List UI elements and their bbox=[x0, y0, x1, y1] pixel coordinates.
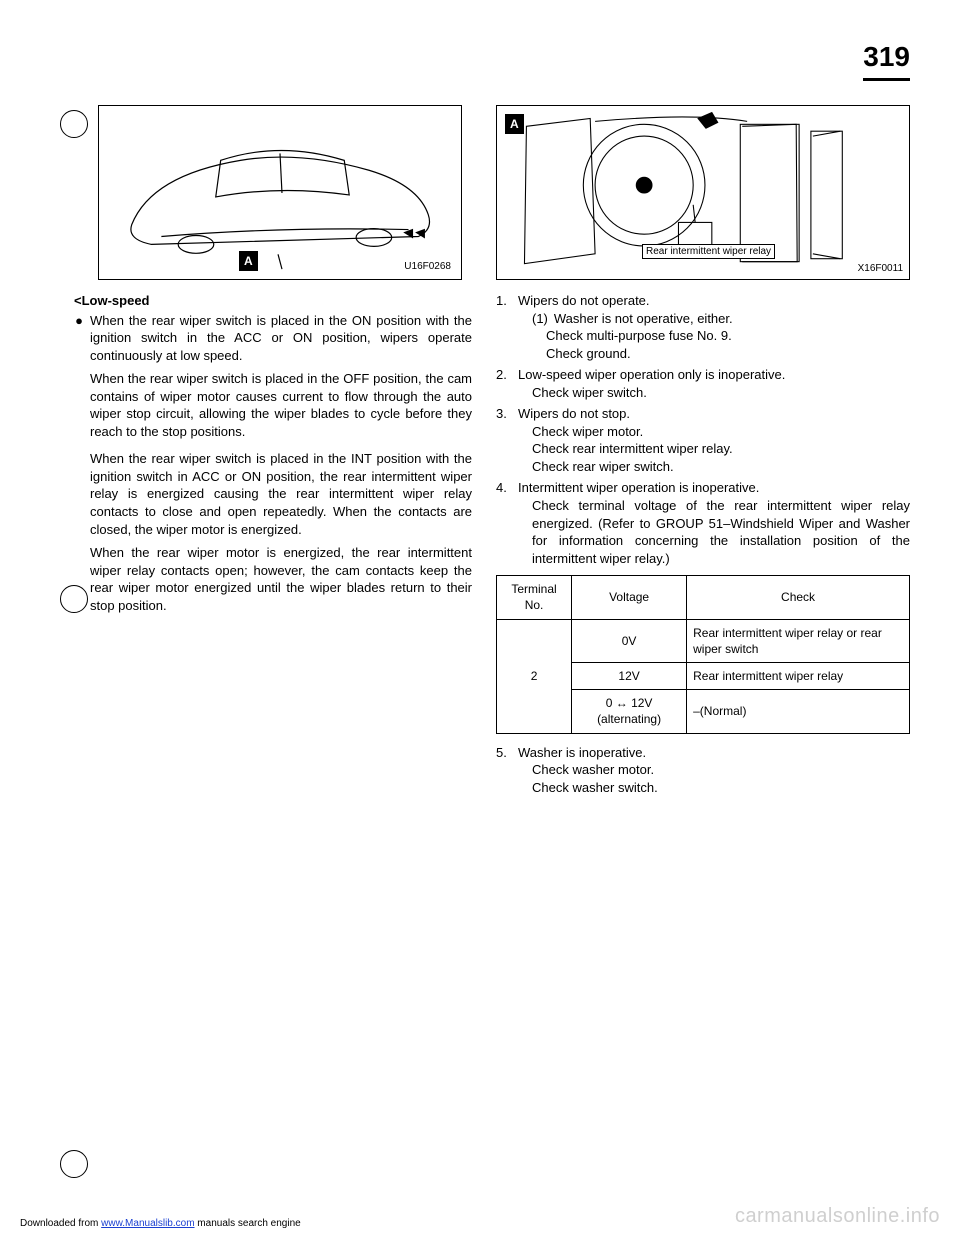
item-number: 3. bbox=[496, 405, 512, 475]
table-cell: Rear intermittent wiper relay or rear wi… bbox=[687, 619, 910, 662]
check-line: Check ground. bbox=[546, 345, 910, 363]
paragraph: When the rear wiper motor is energized, … bbox=[90, 544, 472, 614]
sub-text: Washer is not operative, either. bbox=[554, 310, 910, 328]
check-line: Check terminal voltage of the rear inter… bbox=[532, 497, 910, 567]
item-text: Wipers do not operate. bbox=[518, 292, 910, 310]
table-cell: 0 ↔ 12V (alternating) bbox=[572, 690, 687, 733]
sub-item: (1) Washer is not operative, either. bbox=[532, 310, 910, 328]
figure-marker: A bbox=[239, 251, 258, 271]
table-header: Check bbox=[687, 576, 910, 619]
list-item: 4. Intermittent wiper operation is inope… bbox=[496, 479, 910, 567]
bullet-text: When the rear wiper switch is placed in … bbox=[90, 312, 472, 365]
bullet-item: ● When the rear wiper switch is placed i… bbox=[74, 312, 472, 365]
car-sketch-icon bbox=[99, 106, 461, 279]
list-item: 5. Washer is inoperative. Check washer m… bbox=[496, 744, 910, 797]
troubleshoot-list-cont: 5. Washer is inoperative. Check washer m… bbox=[496, 744, 910, 797]
item-number: 4. bbox=[496, 479, 512, 567]
table-header: Terminal No. bbox=[497, 576, 572, 619]
watermark: carmanualsonline.info bbox=[735, 1203, 940, 1230]
footer-prefix: Downloaded from bbox=[20, 1218, 101, 1229]
check-line: Check washer motor. bbox=[532, 761, 910, 779]
figure-code: U16F0268 bbox=[404, 260, 451, 274]
footer-link[interactable]: www.Manualslib.com bbox=[101, 1218, 194, 1229]
sub-marker: (1) bbox=[532, 310, 548, 328]
check-line: Check rear wiper switch. bbox=[532, 458, 910, 476]
left-column: A U16F0268 <Low-speed ● When the rear wi… bbox=[58, 105, 472, 800]
item-text: Low-speed wiper operation only is inoper… bbox=[518, 366, 910, 384]
page-number: 319 bbox=[863, 38, 910, 81]
table-header: Voltage bbox=[572, 576, 687, 619]
troubleshoot-list: 1. Wipers do not operate. (1) Washer is … bbox=[496, 292, 910, 567]
relay-caption: Rear intermittent wiper relay bbox=[642, 244, 775, 259]
item-number: 1. bbox=[496, 292, 512, 362]
check-line: Check wiper switch. bbox=[532, 384, 910, 402]
item-text: Washer is inoperative. bbox=[518, 744, 910, 762]
table-cell: –(Normal) bbox=[687, 690, 910, 733]
footer-suffix: manuals search engine bbox=[195, 1218, 301, 1229]
check-line: Check multi-purpose fuse No. 9. bbox=[546, 327, 910, 345]
table-row: 2 0V Rear intermittent wiper relay or re… bbox=[497, 619, 910, 662]
check-line: Check rear intermittent wiper relay. bbox=[532, 440, 910, 458]
table-cell: 2 bbox=[497, 619, 572, 733]
figure-code: X16F0011 bbox=[858, 262, 903, 276]
check-line: Check wiper motor. bbox=[532, 423, 910, 441]
table-cell: 0V bbox=[572, 619, 687, 662]
list-item: 2. Low-speed wiper operation only is ino… bbox=[496, 366, 910, 401]
figure-relay: A Rear intermittent wiper relay X16F0011 bbox=[496, 105, 910, 280]
figure-marker: A bbox=[505, 114, 524, 134]
table-cell: 12V bbox=[572, 662, 687, 689]
list-item: 1. Wipers do not operate. (1) Washer is … bbox=[496, 292, 910, 362]
bullet-icon: ● bbox=[74, 312, 84, 365]
table-cell: Rear intermittent wiper relay bbox=[687, 662, 910, 689]
figure-car: A U16F0268 bbox=[98, 105, 462, 280]
right-column: A Rear intermittent wiper relay X16F0011… bbox=[496, 105, 910, 800]
paragraph: When the rear wiper switch is placed in … bbox=[90, 450, 472, 538]
list-item: 3. Wipers do not stop. Check wiper motor… bbox=[496, 405, 910, 475]
item-number: 2. bbox=[496, 366, 512, 401]
paragraph: When the rear wiper switch is placed in … bbox=[90, 370, 472, 440]
section-heading: <Low-speed bbox=[74, 292, 472, 310]
binding-mark-icon bbox=[60, 1150, 88, 1178]
page-content: A U16F0268 <Low-speed ● When the rear wi… bbox=[58, 105, 910, 800]
footer-source: Downloaded from www.Manualslib.com manua… bbox=[20, 1217, 301, 1231]
check-line: Check washer switch. bbox=[532, 779, 910, 797]
item-text: Intermittent wiper operation is inoperat… bbox=[518, 479, 910, 497]
voltage-table: Terminal No. Voltage Check 2 0V Rear int… bbox=[496, 575, 910, 733]
item-number: 5. bbox=[496, 744, 512, 797]
item-text: Wipers do not stop. bbox=[518, 405, 910, 423]
